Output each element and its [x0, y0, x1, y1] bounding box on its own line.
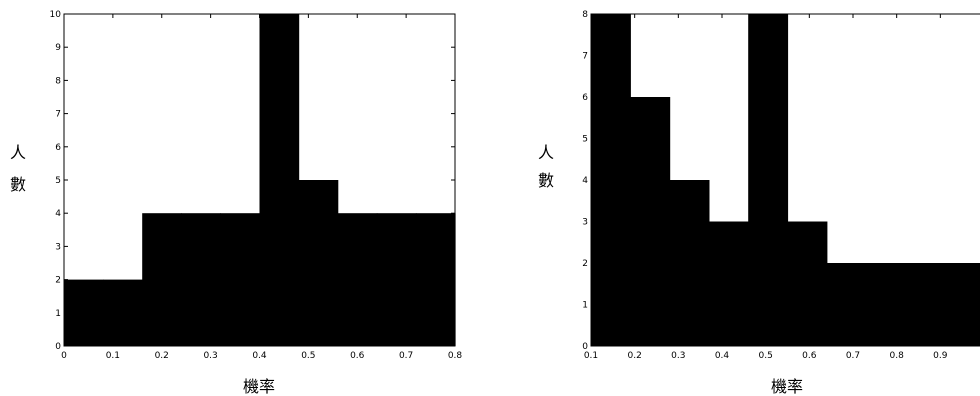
x-tick-label: 0.5	[759, 351, 773, 361]
y-tick-label: 0	[582, 342, 588, 352]
histogram-bar	[376, 213, 417, 346]
x-tick-label: 0.7	[399, 351, 413, 361]
x-tick-label: 0.4	[252, 351, 267, 361]
histogram-bar	[337, 213, 378, 346]
x-tick-label: 0.3	[203, 351, 217, 361]
histogram-bar	[944, 263, 980, 346]
histogram-bar	[103, 279, 143, 346]
x-tick-label: 0.6	[350, 351, 365, 361]
histogram-right: 0.1 0.2 0.3 0.4 0.5 0.6 0.7 0.8 0.9 0 1 2 3 4 5 6 7 8 機率 人數	[538, 10, 980, 396]
histogram-bar	[826, 263, 867, 346]
y-tick-label: 7	[55, 110, 61, 120]
histogram-bar	[630, 97, 671, 346]
y-tick-label: 1	[582, 301, 588, 311]
x-tick-label: 0.1	[106, 351, 120, 361]
x-tick-label: 0.6	[802, 351, 817, 361]
y-axis-title: 數	[538, 171, 554, 190]
x-tick-label: 0.7	[846, 351, 860, 361]
y-tick-label: 5	[55, 176, 61, 186]
y-axis-title: 數	[10, 175, 26, 194]
x-axis-title: 機率	[243, 377, 275, 396]
y-tick-label: 7	[582, 52, 588, 62]
histogram-bar	[669, 180, 710, 346]
histogram-bar	[866, 263, 906, 346]
histogram-bar	[259, 14, 300, 346]
x-tick-label: 0.5	[301, 351, 315, 361]
x-tick-label: 0.8	[448, 351, 463, 361]
x-tick-label: 0.8	[890, 351, 905, 361]
y-tick-label: 10	[50, 10, 62, 20]
y-tick-label: 3	[582, 218, 588, 228]
y-tick-label: 4	[55, 209, 61, 219]
y-tick-label: 8	[55, 76, 61, 86]
y-axis-title: 人	[10, 143, 26, 162]
histogram-bar	[591, 14, 631, 346]
x-tick-label: 0.4	[715, 351, 730, 361]
y-tick-label: 4	[582, 176, 588, 186]
x-tick-label: 0	[61, 351, 67, 361]
y-tick-label: 9	[55, 43, 61, 53]
histogram-left: 0 0.1 0.2 0.3 0.4 0.5 0.6 0.7 0.8 0 1 2 3 4 5 6 7 8 9 10 機率 人…	[10, 10, 462, 396]
histogram-bar	[905, 263, 946, 346]
x-tick-label: 0.2	[155, 351, 169, 361]
histogram-bar	[298, 180, 339, 346]
x-tick-label: 0.9	[933, 351, 948, 361]
histogram-bar	[64, 279, 104, 346]
histogram-bar	[181, 213, 221, 346]
histogram-bar	[220, 213, 261, 346]
y-tick-label: 2	[55, 276, 61, 286]
y-tick-label: 6	[55, 143, 61, 153]
histogram-bar	[142, 213, 182, 346]
x-tick-label: 0.2	[628, 351, 642, 361]
y-tick-label: 2	[582, 259, 588, 269]
x-tick-label: 0.3	[671, 351, 685, 361]
histogram-bar	[787, 221, 828, 346]
y-tick-label: 6	[582, 93, 588, 103]
y-axis-title: 人	[538, 143, 554, 162]
y-tick-label: 1	[55, 309, 61, 319]
y-tick-label: 3	[55, 242, 61, 252]
histogram-bar	[415, 213, 456, 346]
histogram-bar	[748, 14, 789, 346]
y-tick-label: 5	[582, 135, 588, 145]
x-tick-label: 0.1	[584, 351, 598, 361]
y-tick-label: 0	[55, 342, 61, 352]
histogram-bar	[708, 221, 749, 346]
x-axis-title: 機率	[771, 377, 803, 396]
y-tick-label: 8	[582, 10, 588, 20]
